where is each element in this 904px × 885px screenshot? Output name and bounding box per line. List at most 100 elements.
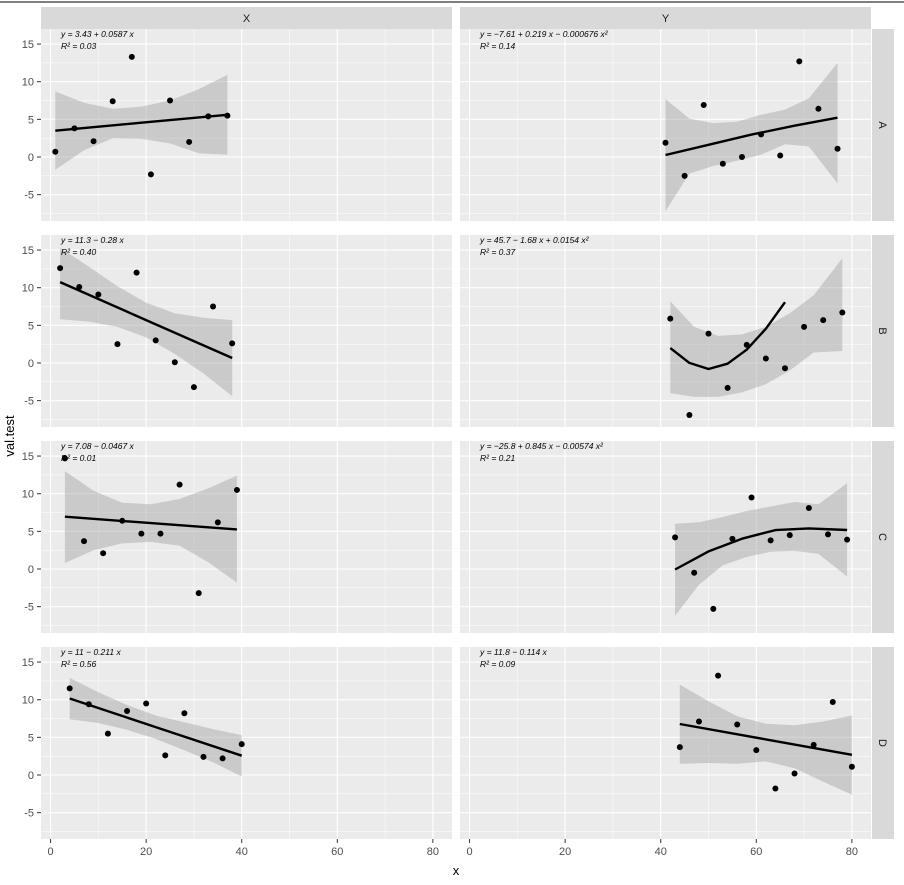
row-strip-label: C [876,533,888,541]
y-tick-label: -5 [24,808,34,820]
fit-line [679,722,853,756]
equation-label: y = 11.3 − 0.28 x [60,235,124,245]
y-tick-label: -5 [24,602,34,614]
y-tick-label: 15 [22,245,34,257]
fit-line [669,301,786,371]
data-point [52,148,59,155]
y-tick-label: 15 [22,39,34,51]
data-point [801,323,808,330]
data-point [676,744,683,751]
facet-panel: y = −7.61 + 0.219 x − 0.000676 x² R² = 0.… [460,29,871,221]
data-point [672,534,679,541]
y-tick-label: -5 [24,396,34,408]
data-point [686,411,693,418]
data-point [186,138,193,145]
x-tick-label: 0 [466,846,472,858]
row-strip-label: D [876,739,888,747]
data-point [796,58,803,65]
col-strip [41,7,452,29]
data-point [781,365,788,372]
data-point [810,741,817,748]
x-tick-label: 40 [655,846,667,858]
data-point [210,303,217,310]
data-point [767,537,774,544]
data-point [791,770,798,777]
facet-panel: y = 7.08 − 0.0467 x R² = 0.01 [41,441,452,633]
data-point [233,486,240,493]
data-point [95,291,102,298]
data-point [229,340,236,347]
r-squared-label: R² = 0.14 [480,41,515,51]
y-tick-label: 10 [22,489,34,501]
data-point [815,105,822,112]
r-squared-label: R² = 0.01 [61,453,96,463]
data-point [214,519,221,526]
data-point [100,550,107,557]
data-point [147,171,154,178]
data-point [66,685,73,692]
data-point [238,741,245,748]
data-point [114,341,121,348]
panel-background [460,235,871,427]
data-point [705,330,712,337]
x-tick-label: 20 [140,846,152,858]
data-point [844,536,851,543]
confidence-ribbon [675,483,848,616]
data-point [724,384,731,391]
data-point [719,160,726,167]
x-tick-label: 60 [750,846,762,858]
data-point [729,535,736,542]
y-tick-label: 5 [28,114,34,126]
panel-background [41,647,452,839]
r-squared-label: R² = 0.09 [480,659,515,669]
y-tick-label: 0 [28,152,34,164]
data-point [143,700,150,707]
fit-line [55,113,228,132]
data-point [710,605,717,612]
data-point [157,530,164,537]
fit-line [674,527,848,571]
fit-line [64,515,237,531]
y-tick-label: 0 [28,358,34,370]
y-tick-label: 0 [28,564,34,576]
data-point [662,139,669,146]
data-point [195,590,202,597]
data-point [167,97,174,104]
equation-label: y = 3.43 + 0.0587 x [60,29,135,39]
data-point [748,494,755,501]
x-tick-label: 20 [559,846,571,858]
y-tick-label: -5 [24,190,34,202]
facet-panel: y = 11.3 − 0.28 x R² = 0.40 [41,235,452,427]
data-point [777,152,784,159]
confidence-ribbon [670,258,843,397]
data-point [667,315,674,322]
equation-label: y = 11.8 − 0.114 x [479,647,548,657]
row-strip [872,29,894,221]
x-tick-label: 40 [236,846,248,858]
data-point [762,355,769,362]
equation-label: y = 11 − 0.211 x [60,647,121,657]
data-point [691,569,698,576]
x-tick-label: 60 [331,846,343,858]
confidence-ribbon [60,247,233,397]
data-point [181,710,188,717]
col-strip [460,7,871,29]
x-axis-title: x [453,863,460,878]
data-point [715,672,722,679]
data-point [772,785,779,792]
data-point [138,530,145,537]
data-point [61,455,68,462]
data-point [90,138,97,145]
fit-line [69,697,243,757]
y-tick-label: 15 [22,451,34,463]
x-tick-label: 80 [846,846,858,858]
facet-panel: y = 11 − 0.211 x R² = 0.56 [41,647,452,839]
data-point [152,337,159,344]
equation-label: y = −25.8 + 0.845 x − 0.00574 x² [479,441,604,451]
data-point [124,708,131,714]
data-point [848,763,855,770]
data-point [824,531,831,538]
data-point [162,752,169,759]
y-axis-title: val.test [2,415,17,457]
row-strip [872,647,894,839]
